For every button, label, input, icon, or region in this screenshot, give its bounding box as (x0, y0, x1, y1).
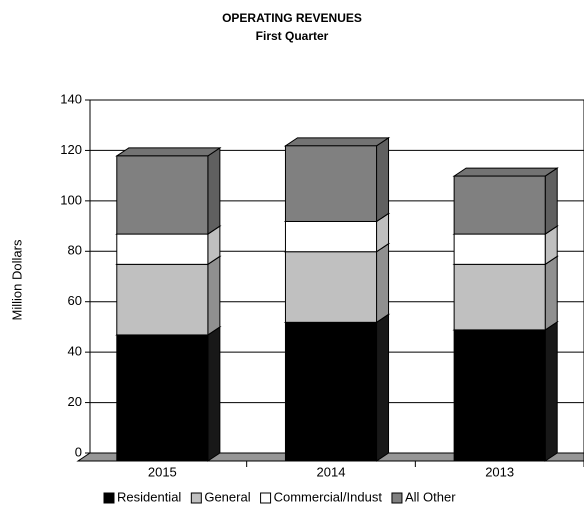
bar-side (544, 320, 558, 462)
x-tick-label: 2013 (485, 464, 514, 479)
legend-swatch (391, 492, 403, 504)
y-tick-label: 0 (75, 444, 82, 459)
bar (284, 145, 378, 222)
legend-label: General (204, 489, 250, 504)
bar-side (376, 136, 390, 223)
bar (453, 263, 546, 331)
x-tick-label: 2014 (317, 464, 346, 479)
bar (116, 233, 209, 265)
y-tick-label: 20 (68, 394, 82, 409)
bar (284, 220, 378, 253)
bar-side (544, 255, 558, 331)
bar-top (452, 167, 559, 177)
bar-side (207, 325, 221, 462)
bar (453, 175, 546, 235)
y-tick-label: 60 (68, 293, 82, 308)
bar (453, 329, 546, 462)
bar-top (283, 137, 391, 147)
bar-top (115, 147, 222, 157)
bar-side (376, 313, 390, 462)
legend-label: Residential (117, 489, 181, 504)
bar-side (207, 255, 221, 336)
bar (116, 334, 209, 462)
y-tick-label: 80 (68, 243, 82, 258)
chart-subtitle: First Quarter (256, 29, 329, 43)
chart-title: OPERATING REVENUES (222, 11, 362, 25)
legend-swatch (103, 492, 115, 504)
legend-swatch (260, 492, 272, 504)
bar (116, 155, 209, 235)
y-tick-label: 100 (60, 192, 82, 207)
bar (116, 263, 209, 336)
bar-side (207, 146, 221, 236)
legend-swatch (190, 492, 202, 504)
legend-label: Commercial/Indust (274, 489, 383, 504)
x-tick-label: 2015 (148, 464, 177, 479)
bar-side (376, 242, 390, 324)
bar (453, 233, 546, 265)
y-tick-label: 120 (60, 142, 82, 157)
bar (284, 251, 378, 323)
bar (284, 321, 378, 462)
y-axis-label: Million Dollars (9, 239, 24, 320)
legend-label: All Other (405, 489, 456, 504)
y-tick-label: 140 (60, 91, 82, 106)
bar-side (544, 167, 558, 236)
y-tick-label: 40 (68, 344, 82, 359)
